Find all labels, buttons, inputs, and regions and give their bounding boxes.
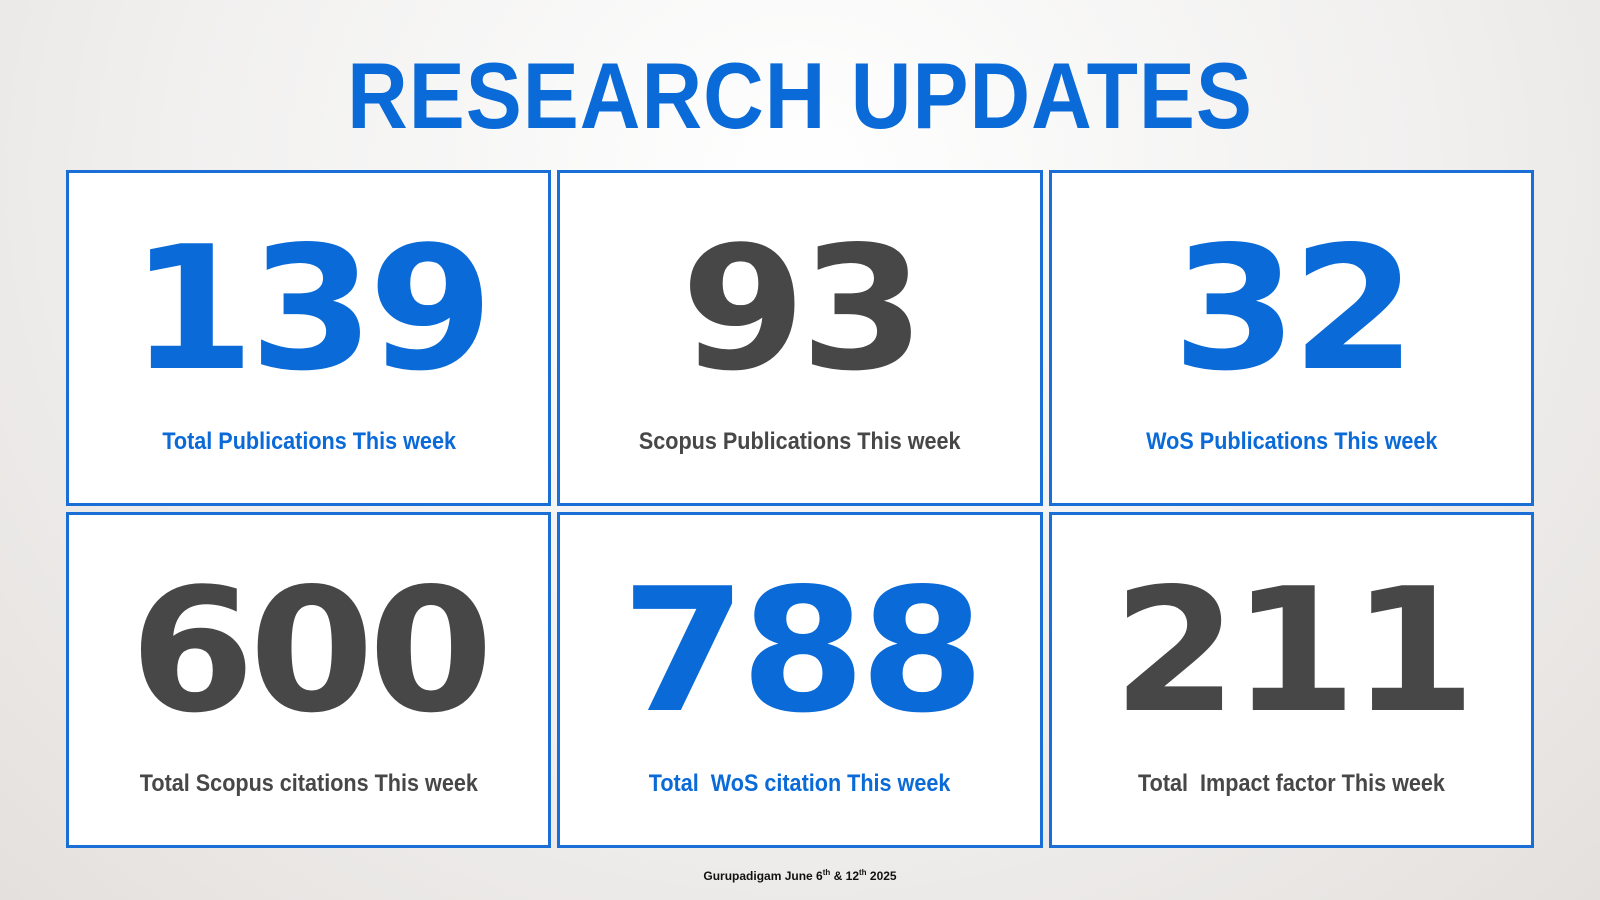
card: 211 Total Impact factor This week <box>1048 512 1534 848</box>
card-value: 32 <box>1172 210 1416 409</box>
card-label: Total Impact factor This week <box>1137 770 1445 797</box>
title: RESEARCH UPDATES <box>347 43 1253 149</box>
card-value: 788 <box>621 552 985 751</box>
card-label: Total Scopus citations This week <box>139 770 478 797</box>
card: 600 Total Scopus citations This week <box>66 512 552 848</box>
card-grid: 139 Total Publications This week 93 Scop… <box>66 170 1534 848</box>
card-value: 211 <box>1112 552 1476 751</box>
footer: Gurupadigam June 6th & 12th 2025 <box>0 868 1600 883</box>
card: 139 Total Publications This week <box>66 170 552 506</box>
card-value: 600 <box>129 552 494 751</box>
card: 32 WoS Publications This week <box>1048 170 1534 506</box>
card-label: Total WoS citation This week <box>649 770 951 797</box>
card-value: 139 <box>129 210 494 409</box>
footer-text: & 12 <box>833 869 859 883</box>
card-label: Total Publications This week <box>161 428 456 455</box>
card-value: 93 <box>680 210 925 409</box>
card-label: Scopus Publications This week <box>639 428 961 455</box>
card: 93 Scopus Publications This week <box>557 170 1043 506</box>
footer-text: 2025 <box>869 869 897 883</box>
card-label: WoS Publications This week <box>1145 428 1437 455</box>
footer-text: Gurupadigam June 6 <box>703 869 823 883</box>
card: 788 Total WoS citation This week <box>557 512 1043 848</box>
footer-superscript: th <box>822 868 831 877</box>
footer-superscript: th <box>859 868 867 877</box>
